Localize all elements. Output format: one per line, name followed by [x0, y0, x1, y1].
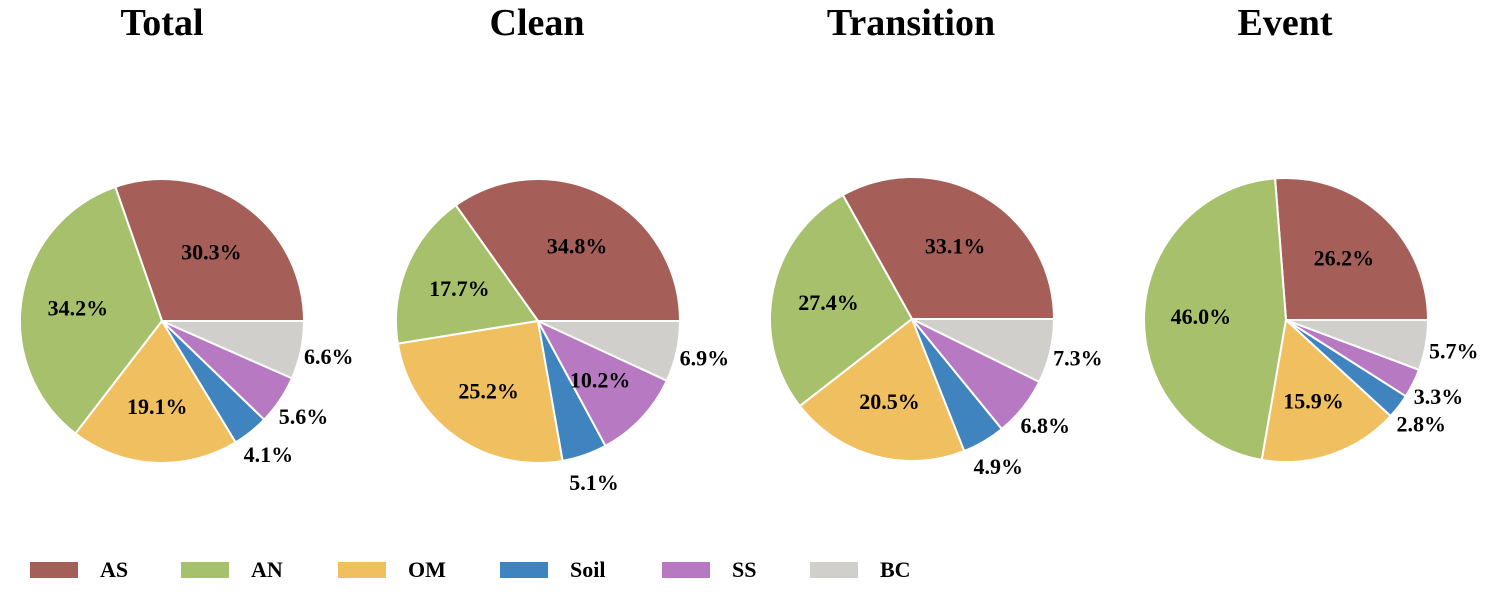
pie-title-transition: Transition [827, 2, 995, 44]
slice-total-an [19, 185, 164, 435]
legend-swatch-ss [662, 562, 710, 578]
slice-event-as [1273, 177, 1430, 321]
legend-item-ss: SS [662, 550, 756, 590]
legend-item-bc: BC [810, 550, 911, 590]
pie-clean: Clean 34.8% 17.7% 25.2% 5.1% 10.2% 6.9% [395, 2, 730, 495]
legend-label-as: AS [100, 557, 129, 582]
slice-clean-an [395, 203, 540, 345]
legend-label-ss: SS [732, 557, 757, 582]
slice-clean-ss [535, 318, 669, 448]
slice-transition-om [798, 317, 966, 462]
slice-label-total-om: 19.1% [127, 394, 188, 419]
slice-label-transition-om: 20.5% [859, 389, 920, 414]
slice-label-transition-ss: 6.8% [1021, 413, 1071, 438]
slice-label-total-an: 34.2% [48, 295, 109, 320]
legend-swatch-soil [500, 562, 548, 578]
legend-item-as: AS [30, 550, 128, 590]
slice-label-transition-soil: 4.9% [974, 454, 1024, 479]
pie-event: Event 26.2% 46.0% 15.9% 2.8% 3.3% 5.7% [1143, 2, 1479, 463]
legend-swatch-as [30, 562, 78, 578]
slice-label-event-om: 15.9% [1283, 389, 1344, 414]
slice-label-event-bc: 5.7% [1429, 338, 1479, 363]
slice-label-clean-soil: 5.1% [569, 470, 619, 495]
slice-event-bc [1285, 319, 1430, 372]
slice-label-clean-bc: 6.9% [680, 346, 730, 371]
legend-item-om: OM [338, 550, 446, 590]
slice-label-clean-om: 25.2% [458, 378, 519, 403]
legend-swatch-an [181, 562, 229, 578]
legend-swatch-om [338, 562, 386, 578]
slice-label-event-soil: 2.8% [1396, 412, 1446, 437]
legend-item-soil: Soil [500, 550, 605, 590]
slice-clean-bc [537, 320, 682, 383]
legend-item-an: AN [181, 550, 283, 590]
slice-label-event-an: 46.0% [1171, 304, 1232, 329]
legend-label-om: OM [408, 557, 446, 582]
slice-label-total-soil: 4.1% [244, 442, 294, 467]
legend: AS AN OM Soil SS BC [0, 550, 1500, 590]
slice-label-total-as: 30.3% [181, 240, 242, 265]
pie-title-clean: Clean [490, 2, 585, 44]
slice-event-om [1260, 318, 1393, 463]
slice-transition-an [769, 193, 914, 408]
slice-event-an [1143, 177, 1288, 462]
slice-clean-as [454, 178, 682, 322]
slice-label-transition-as: 33.1% [925, 234, 986, 259]
slice-label-event-ss: 3.3% [1414, 384, 1464, 409]
slice-label-clean-an: 17.7% [429, 276, 490, 301]
slice-total-bc [161, 320, 306, 380]
legend-label-an: AN [251, 557, 283, 582]
slice-label-clean-as: 34.8% [547, 233, 608, 258]
legend-label-soil: Soil [570, 557, 606, 582]
pie-total: Total 30.3% 34.2% 19.1% 4.1% 5.6% 6.6% [19, 2, 354, 467]
slice-label-total-bc: 6.6% [304, 344, 354, 369]
legend-swatch-bc [810, 562, 858, 578]
slice-clean-om [396, 319, 564, 464]
legend-label-bc: BC [880, 557, 911, 582]
slice-label-transition-an: 27.4% [798, 290, 859, 315]
slice-label-total-ss: 5.6% [279, 404, 329, 429]
slice-label-transition-bc: 7.3% [1053, 346, 1103, 371]
slice-transition-as [841, 176, 1056, 320]
pie-title-event: Event [1238, 2, 1333, 44]
pie-transition: Transition 33.1% 27.4% 20.5% 4.9% 6.8% 7.3% [769, 2, 1103, 479]
slice-transition-bc [911, 318, 1056, 384]
slice-label-event-as: 26.2% [1314, 246, 1375, 271]
slice-total-om [74, 319, 238, 464]
pie-title-total: Total [120, 2, 203, 44]
slice-total-as [114, 178, 306, 322]
slice-label-clean-ss: 10.2% [570, 367, 631, 392]
